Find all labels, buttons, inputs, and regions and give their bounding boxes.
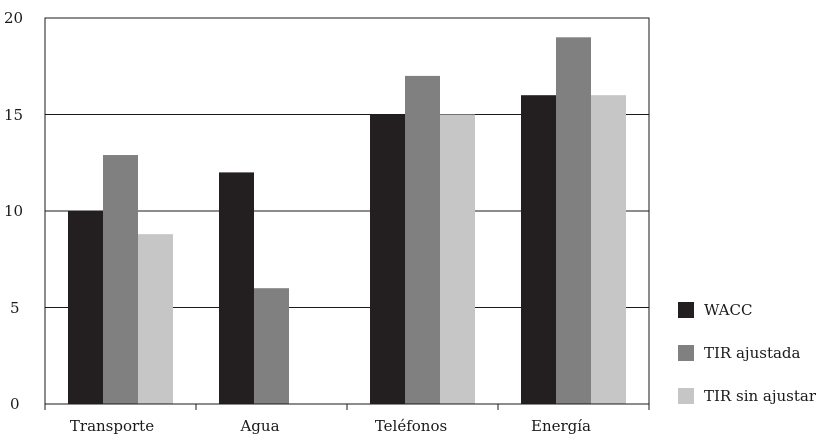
y-tick-label: 15 xyxy=(4,106,23,124)
legend-label: TIR ajustada xyxy=(704,344,801,362)
legend-item-wacc: WACC xyxy=(678,301,752,319)
x-category-label: Transporte xyxy=(70,417,154,435)
bar-tir-sin-ajustar-teléfonos xyxy=(440,114,475,404)
legend-label: TIR sin ajustar xyxy=(704,387,816,405)
y-tick-label: 5 xyxy=(10,299,20,317)
bar-wacc-agua xyxy=(219,172,254,404)
x-axis-labels: Transporte Agua Teléfonos Energía xyxy=(70,417,591,435)
x-category-label: Energía xyxy=(531,417,591,435)
x-category-label: Agua xyxy=(239,417,279,435)
y-tick-label: 20 xyxy=(4,9,23,27)
bar-tir-sin-ajustar-energía xyxy=(591,95,626,404)
legend-swatch xyxy=(678,345,694,361)
y-axis-ticks: 0 5 10 15 20 xyxy=(4,9,23,413)
legend-item-tir-sin-ajustar: TIR sin ajustar xyxy=(678,387,816,405)
bar-wacc-transporte xyxy=(68,211,103,404)
legend-item-tir-ajustada: TIR ajustada xyxy=(678,344,801,362)
bars xyxy=(68,37,626,405)
y-tick-label: 10 xyxy=(4,202,23,220)
bar-tir-ajustada-teléfonos xyxy=(405,75,440,405)
legend-swatch xyxy=(678,302,694,318)
legend: WACC TIR ajustada TIR sin ajustar xyxy=(678,301,816,405)
bar-tir-ajustada-energía xyxy=(556,37,591,405)
bar-wacc-teléfonos xyxy=(370,114,405,404)
bar-tir-sin-ajustar-transporte xyxy=(138,234,173,404)
legend-label: WACC xyxy=(704,301,752,319)
plot-frame xyxy=(44,17,650,405)
bar-wacc-energía xyxy=(521,95,556,404)
y-tick-label: 0 xyxy=(10,395,20,413)
axes xyxy=(44,17,650,405)
legend-swatch xyxy=(678,388,694,404)
bar-tir-ajustada-agua xyxy=(254,288,289,404)
x-category-label: Teléfonos xyxy=(375,417,447,435)
bar-tir-ajustada-transporte xyxy=(103,155,138,404)
